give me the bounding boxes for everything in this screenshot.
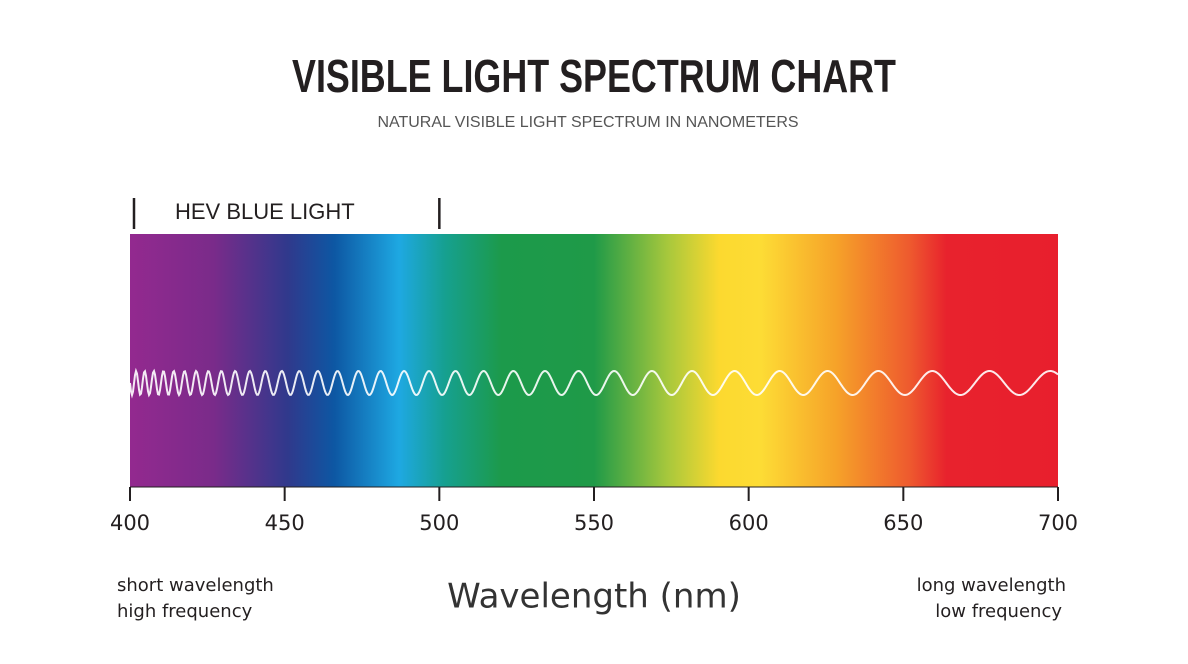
x-tick-label: 700 [1038, 511, 1078, 535]
left-note: high frequency [117, 601, 253, 622]
x-tick-label: 500 [419, 511, 459, 535]
x-tick-label: 600 [729, 511, 769, 535]
x-tick-label: 400 [110, 511, 150, 535]
x-tick-label: 650 [883, 511, 923, 535]
chart-subtitle: NATURAL VISIBLE LIGHT SPECTRUM IN NANOME… [377, 114, 798, 131]
x-axis-label: Wavelength (nm) [447, 577, 741, 617]
x-tick-label: 450 [265, 511, 305, 535]
chart-title: VISIBLE LIGHT SPECTRUM CHART [292, 51, 896, 102]
x-tick-label: 550 [574, 511, 614, 535]
right-note: long wavelength [917, 575, 1066, 596]
right-note: low frequency [935, 601, 1062, 622]
spectrum-band [130, 234, 1058, 487]
left-note: short wavelength [117, 575, 274, 596]
hev-label: HEV BLUE LIGHT [175, 199, 355, 224]
light-wave [129, 367, 1059, 399]
